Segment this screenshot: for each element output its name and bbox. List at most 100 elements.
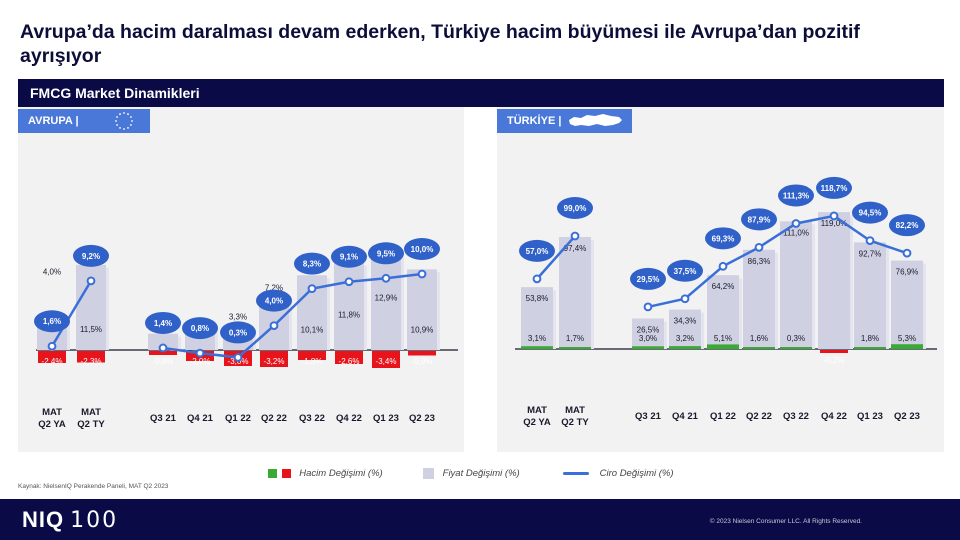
volume-label: -2,3% — [81, 357, 102, 366]
turnover-point — [902, 248, 912, 258]
turnover-label: 99,0% — [564, 204, 587, 213]
category-label: Q1 23 — [373, 413, 399, 424]
turnover-bubble — [889, 214, 925, 237]
turnover-label: 4,0% — [265, 297, 283, 306]
category-label: Q2 YA — [38, 419, 66, 430]
category-label: Q2 23 — [409, 413, 435, 424]
logo-text: NIQ — [22, 507, 65, 532]
turnover-label: 37,5% — [674, 267, 697, 276]
turnover-label: 94,5% — [859, 209, 882, 218]
price-bar-shadow — [812, 224, 815, 349]
turnover-line-quarters — [162, 272, 423, 359]
volume-label: 3,2% — [676, 334, 694, 343]
price-label: 64,2% — [712, 282, 735, 291]
turnover-bubble — [220, 321, 256, 344]
volume-bar — [854, 347, 886, 349]
volume-bar — [559, 347, 591, 349]
turnover-point — [417, 269, 427, 279]
category-label: Q3 21 — [635, 411, 662, 422]
turnover-label: 0,8% — [191, 324, 209, 333]
price-label: 92,7% — [859, 249, 882, 258]
category-label: Q1 23 — [857, 411, 883, 422]
price-bar — [891, 260, 923, 349]
volume-bar — [707, 344, 739, 349]
europe-tag: AVRUPA | — [18, 109, 150, 133]
price-bar — [632, 318, 664, 349]
turnover-bubble — [182, 317, 218, 340]
volume-label: -0,8% — [153, 357, 174, 366]
price-bar-shadow — [701, 312, 704, 349]
price-label: 11,5% — [80, 325, 102, 334]
turnover-line-mat — [50, 280, 93, 347]
volume-label: 1,7% — [566, 334, 584, 343]
volume-bar — [891, 344, 923, 349]
turnover-bubble — [34, 310, 70, 333]
price-bar-shadow — [178, 336, 181, 350]
price-bar — [780, 221, 812, 349]
volume-bar — [372, 351, 400, 368]
price-bar — [669, 309, 701, 349]
eu-star — [119, 127, 121, 129]
volume-bar — [260, 351, 288, 367]
legend-turnover-line — [563, 472, 589, 475]
category-label: MAT — [42, 407, 62, 418]
price-bar — [521, 287, 553, 349]
category-label: Q2 YA — [523, 417, 551, 428]
source-note: Kaynak: NielsenIQ Perakende Paneli, MAT … — [18, 483, 169, 490]
volume-label: 1,6% — [750, 334, 768, 343]
turkey-tag-label: TÜRKİYE | — [507, 115, 562, 127]
turnover-bubble — [852, 201, 888, 224]
price-label: 3,3% — [229, 313, 247, 322]
price-label: 76,9% — [896, 268, 919, 277]
price-label: 4,0% — [43, 267, 61, 276]
volume-label: -0,9% — [412, 357, 433, 366]
price-bar-shadow — [289, 299, 292, 350]
turnover-label: 9,2% — [82, 252, 100, 261]
price-bar-shadow — [106, 267, 109, 350]
volume-label: -2,4% — [42, 357, 63, 366]
category-label: Q4 22 — [336, 413, 362, 424]
turnover-bubble — [667, 259, 703, 282]
price-bar — [371, 254, 401, 350]
turnover-point — [344, 277, 354, 287]
volume-bar — [149, 351, 177, 355]
eu-star — [115, 120, 117, 122]
turnover-point — [381, 273, 391, 283]
legend-price-label: Fiyat Değişimi (%) — [442, 468, 520, 479]
slide-title: Avrupa’da hacim daralması devam ederken,… — [20, 21, 860, 67]
turnover-point — [865, 236, 875, 246]
turnover-bubble — [557, 197, 593, 220]
price-bar — [407, 269, 437, 350]
turnover-point — [643, 302, 653, 312]
turnover-bubble — [294, 252, 330, 275]
volume-label: -2,6% — [339, 357, 360, 366]
turnover-point — [195, 348, 205, 358]
legend-volume-red-swatch — [281, 469, 291, 478]
eu-star — [116, 124, 118, 126]
price-label: 53,8% — [526, 294, 549, 303]
turnover-bubble — [705, 227, 741, 250]
price-bar — [559, 236, 591, 349]
turnover-point — [754, 242, 764, 252]
legend-turnover: Ciro Değişimi (%) — [563, 468, 674, 484]
price-label: 10,9% — [411, 325, 434, 334]
price-bar-shadow — [215, 332, 218, 350]
volume-label: -3,2% — [264, 357, 285, 366]
turnover-label: 1,6% — [43, 317, 61, 326]
volume-label: 3,0% — [639, 334, 657, 343]
legend-price: Fiyat Değişimi (%) — [423, 468, 520, 484]
price-label: 11,8% — [338, 311, 360, 320]
price-label: 34,3% — [674, 317, 697, 326]
price-bar-shadow — [591, 239, 594, 349]
turnover-label: 0,3% — [229, 328, 247, 337]
price-bar-shadow — [67, 323, 70, 350]
turnover-label: 118,7% — [821, 184, 848, 193]
eu-star — [123, 128, 125, 130]
turnover-bubble — [145, 311, 181, 334]
turnover-label: 82,2% — [896, 221, 919, 230]
turnover-point — [269, 321, 279, 331]
price-bar-shadow — [739, 278, 742, 349]
category-label: Q3 22 — [783, 411, 809, 422]
